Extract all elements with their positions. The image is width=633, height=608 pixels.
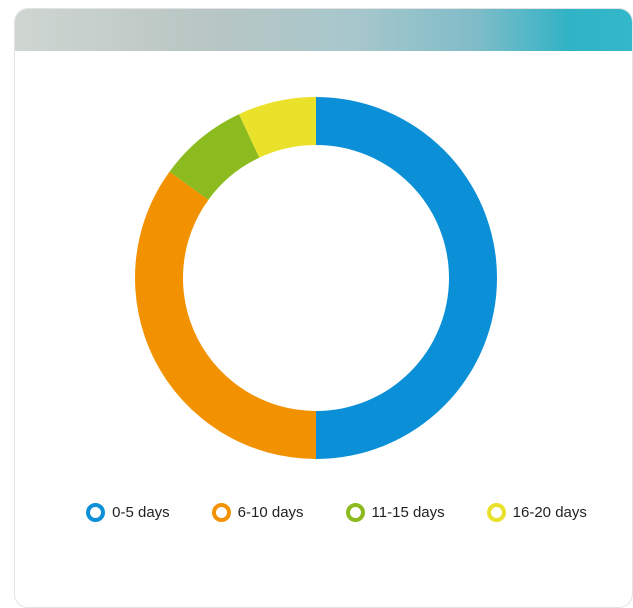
- legend-icon: [345, 503, 365, 522]
- legend-item: 0-5 days: [86, 503, 170, 522]
- donut-segment: [316, 97, 497, 459]
- donut-segment: [169, 114, 260, 200]
- legend-icon: [211, 503, 231, 522]
- legend-label: 6-10 days: [237, 504, 304, 521]
- legend-item: 11-15 days: [345, 503, 445, 522]
- legend-icon: [486, 503, 506, 522]
- legend-icon: [86, 503, 106, 522]
- donut-segment: [238, 97, 316, 158]
- legend-item: 6-10 days: [211, 503, 304, 522]
- legend: 0-5 days 6-10 days 11-15 days 16-20 days: [0, 503, 633, 522]
- legend-item: 16-20 days: [486, 503, 587, 522]
- legend-label: 11-15 days: [371, 504, 445, 521]
- legend-label: 0-5 days: [112, 504, 170, 521]
- banner: [15, 9, 632, 51]
- donut-segment: [134, 171, 316, 459]
- legend-label: 16-20 days: [512, 504, 587, 521]
